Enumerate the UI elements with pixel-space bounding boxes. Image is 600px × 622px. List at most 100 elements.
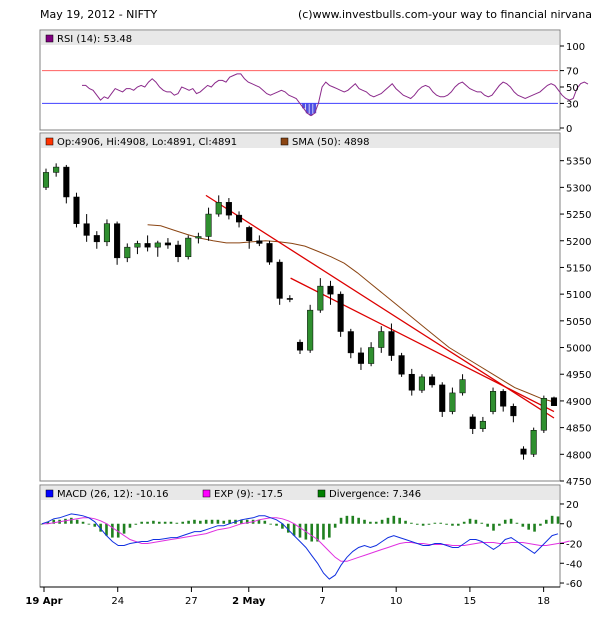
macd-divergence-bar [351,515,355,524]
candle-body [418,376,425,391]
candle-body [500,391,507,407]
macd-divergence-bar [539,523,542,526]
price-candle [164,238,171,249]
macd-divergence-bar [316,523,319,542]
candle-body [73,196,80,224]
macd-divergence-bar [228,519,231,524]
x-tick-label: 2 May [232,596,266,607]
macd-divergence-bar [556,516,560,524]
candle-body [256,240,263,244]
macd-divergence-bar [322,523,325,540]
candle-body [490,391,497,412]
price-candle [388,323,395,361]
macd-divergence-bar [245,519,249,524]
macd-divergence-bar [427,523,431,525]
macd-divergence-bar [410,522,413,524]
macd-divergence-bar [369,521,372,524]
price-candle [225,198,232,220]
macd-divergence-bar [357,517,360,524]
candle-body [408,373,415,391]
candle-body [164,242,171,246]
price-candle [256,235,263,247]
price-candle [540,395,547,433]
price-candle [510,403,517,423]
candle-body [114,223,121,259]
macd-plot [40,513,570,580]
candle-body [550,397,558,406]
macd-divergence-bar [146,521,149,524]
macd-divergence-bar [457,523,460,526]
price-candle [236,211,243,228]
price-plot [42,163,558,460]
candle-body [469,416,476,429]
price-candle [530,427,537,457]
macd-legend-bar [41,486,559,500]
price-candle [479,416,486,432]
price-y-tick-label: 4750 [566,477,591,488]
macd-divergence-bar [509,518,513,524]
candle-body [185,237,192,258]
price-candle [378,326,385,353]
candle-body [479,420,486,429]
price-candle [286,295,293,303]
macd-divergence-bar [333,523,337,528]
macd-divergence-bar [128,523,132,528]
candle-body [246,227,253,242]
candle-body [439,384,446,412]
macd-divergence-bar [421,523,425,526]
macd-divergence-bar [480,522,484,524]
macd-divergence-bar [386,517,390,524]
candle-body [347,331,354,354]
rsi-legend: RSI (14): 53.48 [45,34,132,45]
rsi-panel: RSI (14): 53.48 100 70 50 30 0 [39,29,589,135]
macd-divergence-bar [93,523,97,527]
x-tick-label: 24 [111,596,124,607]
macd-y-tick-label: -60 [566,579,582,590]
macd-divergence-bar [550,515,554,524]
price-legend-label-0: Op:4906, Hi:4908, Lo:4891, Cl:4891 [57,137,237,148]
candle-body [93,235,100,243]
rsi-y-tick-label: 30 [566,99,579,110]
candle-body [63,166,70,198]
macd-divergence-bar [521,523,525,527]
price-candle [317,278,324,313]
macd-exp-line [42,517,570,562]
macd-divergence-bar [328,523,331,538]
macd-divergence-bar [533,523,536,532]
macd-y-tick-label: -40 [566,559,582,570]
macd-divergence-bar [398,517,401,524]
price-y-tick-label: 5000 [566,344,591,355]
macd-panel: MACD (26, 12): -10.16 EXP (9): -17.5 Diver… [39,484,582,590]
macd-divergence-bar [152,520,155,524]
candle-body [296,341,304,351]
rsi-y-tick-label: 70 [566,67,579,78]
price-candle [307,304,314,353]
header-date-symbol: May 19, 2012 - NIFTY [40,8,158,21]
macd-y-tick-label: 20 [566,500,579,511]
macd-divergence-bar [515,522,519,524]
price-y-tick-label: 5050 [566,317,591,328]
x-tick-label: 7 [319,596,325,607]
sma-line [147,224,555,403]
price-candle [205,207,212,241]
rsi-y-tick-label: 50 [566,83,579,94]
candle-body [124,246,131,259]
price-y-tick-label: 4800 [566,450,591,461]
macd-divergence-bar [281,523,284,529]
macd-divergence-bar [81,521,85,524]
price-candle [53,163,60,177]
candle-body [378,331,385,348]
candle-body [276,261,283,299]
macd-divergence-bar [157,521,161,524]
macd-legend-swatch-2 [317,489,326,498]
price-candle [459,374,466,396]
price-candle [429,374,436,388]
price-candle [83,214,90,242]
price-y-tick-label: 5150 [566,263,591,274]
price-y-tick-label: 4950 [566,370,591,381]
candle-body [236,214,243,223]
price-candle [408,368,415,396]
trend-line-1 [290,277,555,413]
candle-body [337,293,344,332]
